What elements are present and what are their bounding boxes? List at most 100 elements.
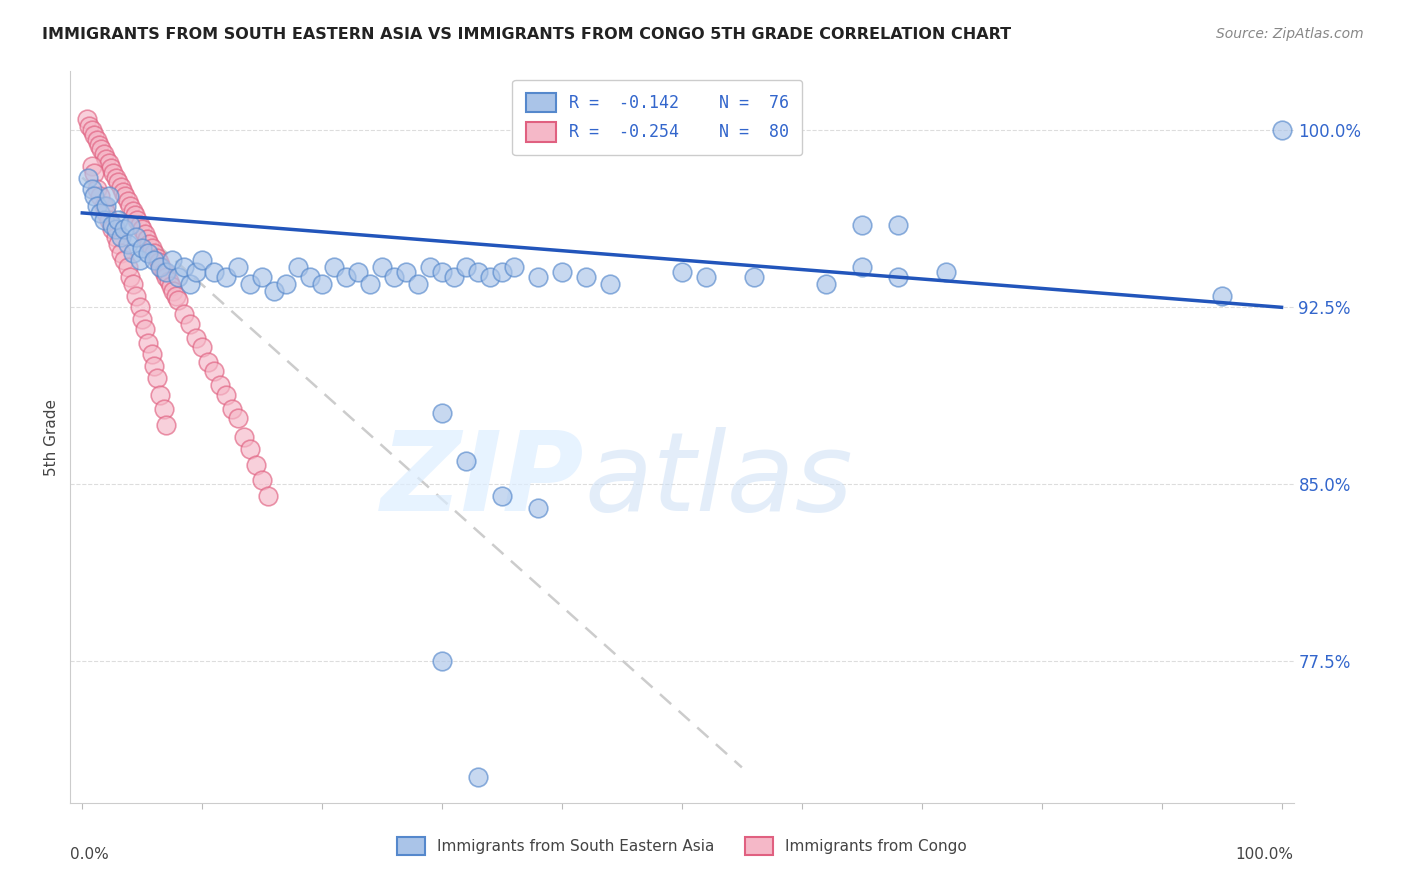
Point [134, 321, 156, 335]
Point [165, 288, 187, 302]
Point [167, 293, 190, 308]
Point [107, 175, 129, 189]
Text: 100.0%: 100.0% [1236, 847, 1294, 862]
Point [323, 260, 346, 275]
Point [160, 279, 183, 293]
Text: Source: ZipAtlas.com: Source: ZipAtlas.com [1216, 27, 1364, 41]
Point [131, 312, 153, 326]
Text: IMMIGRANTS FROM SOUTH EASTERN ASIA VS IMMIGRANTS FROM CONGO 5TH GRADE CORRELATIO: IMMIGRANTS FROM SOUTH EASTERN ASIA VS IM… [42, 27, 1011, 42]
Point [257, 489, 280, 503]
Point [136, 232, 159, 246]
Point [191, 340, 214, 354]
Text: 0.0%: 0.0% [70, 847, 110, 862]
Point [887, 269, 910, 284]
Point [287, 260, 309, 275]
Point [117, 236, 139, 251]
Point [179, 277, 201, 291]
Point [79, 119, 101, 133]
Point [202, 364, 225, 378]
Point [430, 265, 453, 279]
Point [335, 269, 357, 284]
Point [101, 222, 124, 236]
Point [276, 277, 298, 291]
Point [134, 227, 156, 242]
Point [110, 246, 132, 260]
Point [209, 378, 232, 392]
Point [103, 166, 125, 180]
Point [173, 260, 195, 275]
Point [167, 269, 190, 284]
Point [80, 159, 103, 173]
Point [121, 277, 143, 291]
Point [406, 277, 429, 291]
Point [120, 269, 142, 284]
Point [112, 253, 135, 268]
Point [503, 260, 526, 275]
Point [77, 170, 100, 185]
Point [742, 269, 765, 284]
Point [887, 218, 910, 232]
Point [148, 255, 170, 269]
Point [149, 387, 172, 401]
Point [124, 208, 146, 222]
Point [215, 269, 238, 284]
Point [173, 307, 195, 321]
Point [127, 213, 149, 227]
Point [454, 260, 477, 275]
Point [96, 199, 118, 213]
Point [131, 222, 153, 236]
Point [382, 269, 405, 284]
Point [110, 229, 132, 244]
Point [191, 253, 214, 268]
Point [155, 265, 177, 279]
Point [150, 260, 173, 275]
Point [215, 387, 238, 401]
Point [155, 269, 177, 284]
Point [141, 347, 163, 361]
Point [250, 473, 273, 487]
Point [155, 418, 177, 433]
Point [454, 453, 477, 467]
Point [87, 137, 110, 152]
Point [179, 317, 201, 331]
Point [186, 265, 208, 279]
Point [430, 407, 453, 421]
Point [202, 265, 225, 279]
Point [128, 218, 150, 232]
Point [97, 213, 120, 227]
Point [83, 128, 105, 142]
Point [80, 123, 103, 137]
Point [226, 411, 249, 425]
Point [76, 112, 98, 126]
Point [141, 241, 163, 255]
Point [120, 218, 142, 232]
Point [107, 236, 129, 251]
Point [395, 265, 418, 279]
Point [160, 253, 183, 268]
Point [311, 277, 333, 291]
Point [145, 251, 167, 265]
Point [86, 133, 108, 147]
Point [96, 152, 118, 166]
Point [93, 213, 115, 227]
Text: ZIP: ZIP [381, 427, 583, 534]
Point [1211, 288, 1233, 302]
Point [149, 260, 172, 275]
Point [935, 265, 957, 279]
Point [491, 265, 513, 279]
Point [851, 218, 873, 232]
Text: atlas: atlas [583, 427, 852, 534]
Point [551, 265, 574, 279]
Point [419, 260, 441, 275]
Point [145, 371, 167, 385]
Point [97, 189, 120, 203]
Point [100, 161, 122, 175]
Point [239, 277, 262, 291]
Point [138, 236, 160, 251]
Point [491, 489, 513, 503]
Point [121, 246, 143, 260]
Point [128, 301, 150, 315]
Point [479, 269, 502, 284]
Point [97, 156, 120, 170]
Point [443, 269, 465, 284]
